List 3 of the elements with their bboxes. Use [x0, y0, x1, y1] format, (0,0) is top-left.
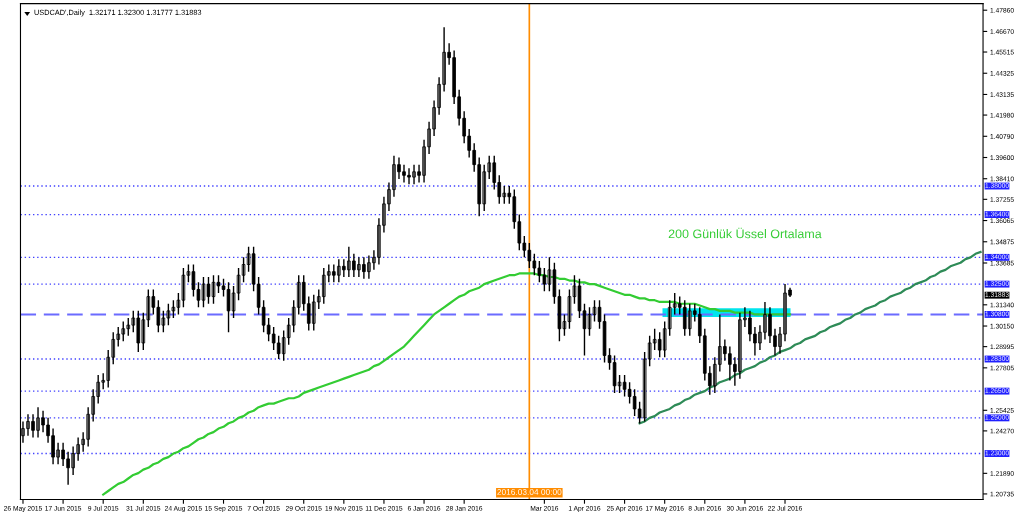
x-tick-label: 2016.03.04 00:00 — [497, 489, 562, 495]
text: 200 Günlük Üssel Ortalama — [668, 227, 822, 239]
line-series — [638, 250, 982, 425]
